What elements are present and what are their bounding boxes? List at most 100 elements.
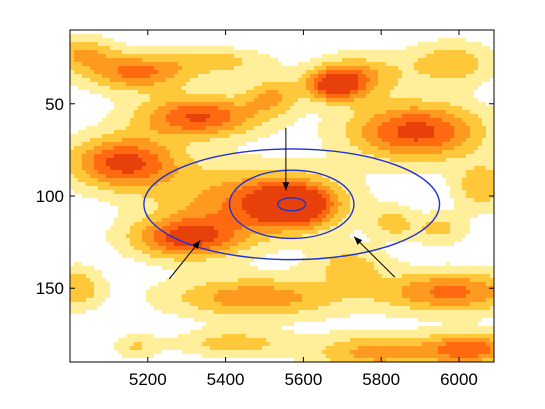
heatmap-cell — [310, 166, 314, 170]
heatmap-cell — [342, 162, 346, 166]
heatmap-cell — [270, 78, 274, 82]
heatmap-cell — [422, 74, 426, 78]
heatmap-cell — [238, 158, 242, 162]
heatmap-cell — [270, 94, 274, 98]
heatmap-cell — [214, 114, 218, 118]
heatmap-cell — [478, 78, 482, 82]
heatmap-cell — [174, 90, 178, 94]
heatmap-cell — [178, 254, 182, 258]
heatmap-cell — [478, 202, 482, 206]
heatmap-cell — [154, 186, 158, 190]
heatmap-cell — [174, 46, 178, 50]
heatmap-cell — [230, 62, 234, 66]
heatmap-cell — [134, 186, 138, 190]
heatmap-cell — [434, 122, 438, 126]
heatmap-cell — [258, 162, 262, 166]
heatmap-cell — [210, 222, 214, 226]
heatmap-cell — [418, 94, 422, 98]
heatmap-cell — [238, 210, 242, 214]
heatmap-cell — [174, 190, 178, 194]
heatmap-cell — [162, 46, 166, 50]
heatmap-cell — [106, 182, 110, 186]
heatmap-cell — [462, 62, 466, 66]
heatmap-cell — [426, 66, 430, 70]
heatmap-cell — [442, 122, 446, 126]
heatmap-cell — [178, 90, 182, 94]
heatmap-cell — [398, 154, 402, 158]
heatmap-cell — [258, 158, 262, 162]
heatmap-cell — [258, 234, 262, 238]
heatmap-cell — [370, 234, 374, 238]
heatmap-cell — [138, 74, 142, 78]
heatmap-cell — [78, 154, 82, 158]
heatmap-cell — [82, 50, 86, 54]
heatmap-cell — [422, 86, 426, 90]
heatmap-cell — [442, 138, 446, 142]
heatmap-cell — [186, 222, 190, 226]
heatmap-cell — [422, 58, 426, 62]
heatmap-cell — [166, 182, 170, 186]
heatmap-cell — [82, 166, 86, 170]
heatmap-cell — [350, 202, 354, 206]
heatmap-cell — [470, 170, 474, 174]
heatmap-cell — [210, 106, 214, 110]
heatmap-cell — [102, 62, 106, 66]
heatmap-cell — [202, 234, 206, 238]
heatmap-cell — [210, 94, 214, 98]
heatmap-cell — [134, 66, 138, 70]
heatmap-cell — [366, 142, 370, 146]
heatmap-cell — [90, 130, 94, 134]
heatmap-cell — [226, 106, 230, 110]
heatmap-cell — [190, 98, 194, 102]
heatmap-cell — [310, 66, 314, 70]
heatmap-cell — [442, 90, 446, 94]
heatmap-cell — [462, 98, 466, 102]
heatmap-cell — [410, 50, 414, 54]
heatmap-cell — [334, 130, 338, 134]
heatmap-cell — [146, 118, 150, 122]
heatmap-cell — [126, 58, 130, 62]
heatmap-cell — [210, 126, 214, 130]
heatmap-cell — [418, 66, 422, 70]
heatmap-cell — [198, 134, 202, 138]
heatmap-cell — [258, 122, 262, 126]
heatmap-cell — [214, 158, 218, 162]
heatmap-cell — [122, 82, 126, 86]
heatmap-cell — [338, 206, 342, 210]
heatmap-cell — [394, 98, 398, 102]
heatmap-cell — [474, 126, 478, 130]
heatmap-cell — [242, 238, 246, 242]
heatmap-cell — [434, 210, 438, 214]
heatmap-cell — [122, 214, 126, 218]
heatmap-cell — [238, 110, 242, 114]
heatmap-cell — [414, 102, 418, 106]
heatmap-cell — [338, 194, 342, 198]
heatmap-cell — [266, 58, 270, 62]
heatmap-cell — [426, 242, 430, 246]
heatmap-cell — [326, 78, 330, 82]
heatmap-cell — [250, 170, 254, 174]
heatmap-cell — [154, 134, 158, 138]
heatmap-cell — [326, 70, 330, 74]
heatmap-cell — [130, 78, 134, 82]
heatmap-cell — [110, 154, 114, 158]
heatmap-cell — [158, 170, 162, 174]
heatmap-cell — [390, 78, 394, 82]
heatmap-cell — [342, 202, 346, 206]
heatmap-cell — [126, 234, 130, 238]
heatmap-cell — [130, 82, 134, 86]
heatmap-cell — [114, 46, 118, 50]
heatmap-cell — [94, 170, 98, 174]
heatmap-cell — [190, 246, 194, 250]
heatmap-cell — [378, 242, 382, 246]
heatmap-cell — [126, 122, 130, 126]
heatmap-cell — [126, 178, 130, 182]
heatmap-cell — [170, 134, 174, 138]
heatmap-cell — [486, 182, 490, 186]
heatmap-cell — [414, 62, 418, 66]
heatmap-cell — [318, 94, 322, 98]
heatmap-cell — [326, 210, 330, 214]
heatmap-cell — [450, 70, 454, 74]
heatmap-cell — [142, 86, 146, 90]
heatmap-cell — [118, 186, 122, 190]
